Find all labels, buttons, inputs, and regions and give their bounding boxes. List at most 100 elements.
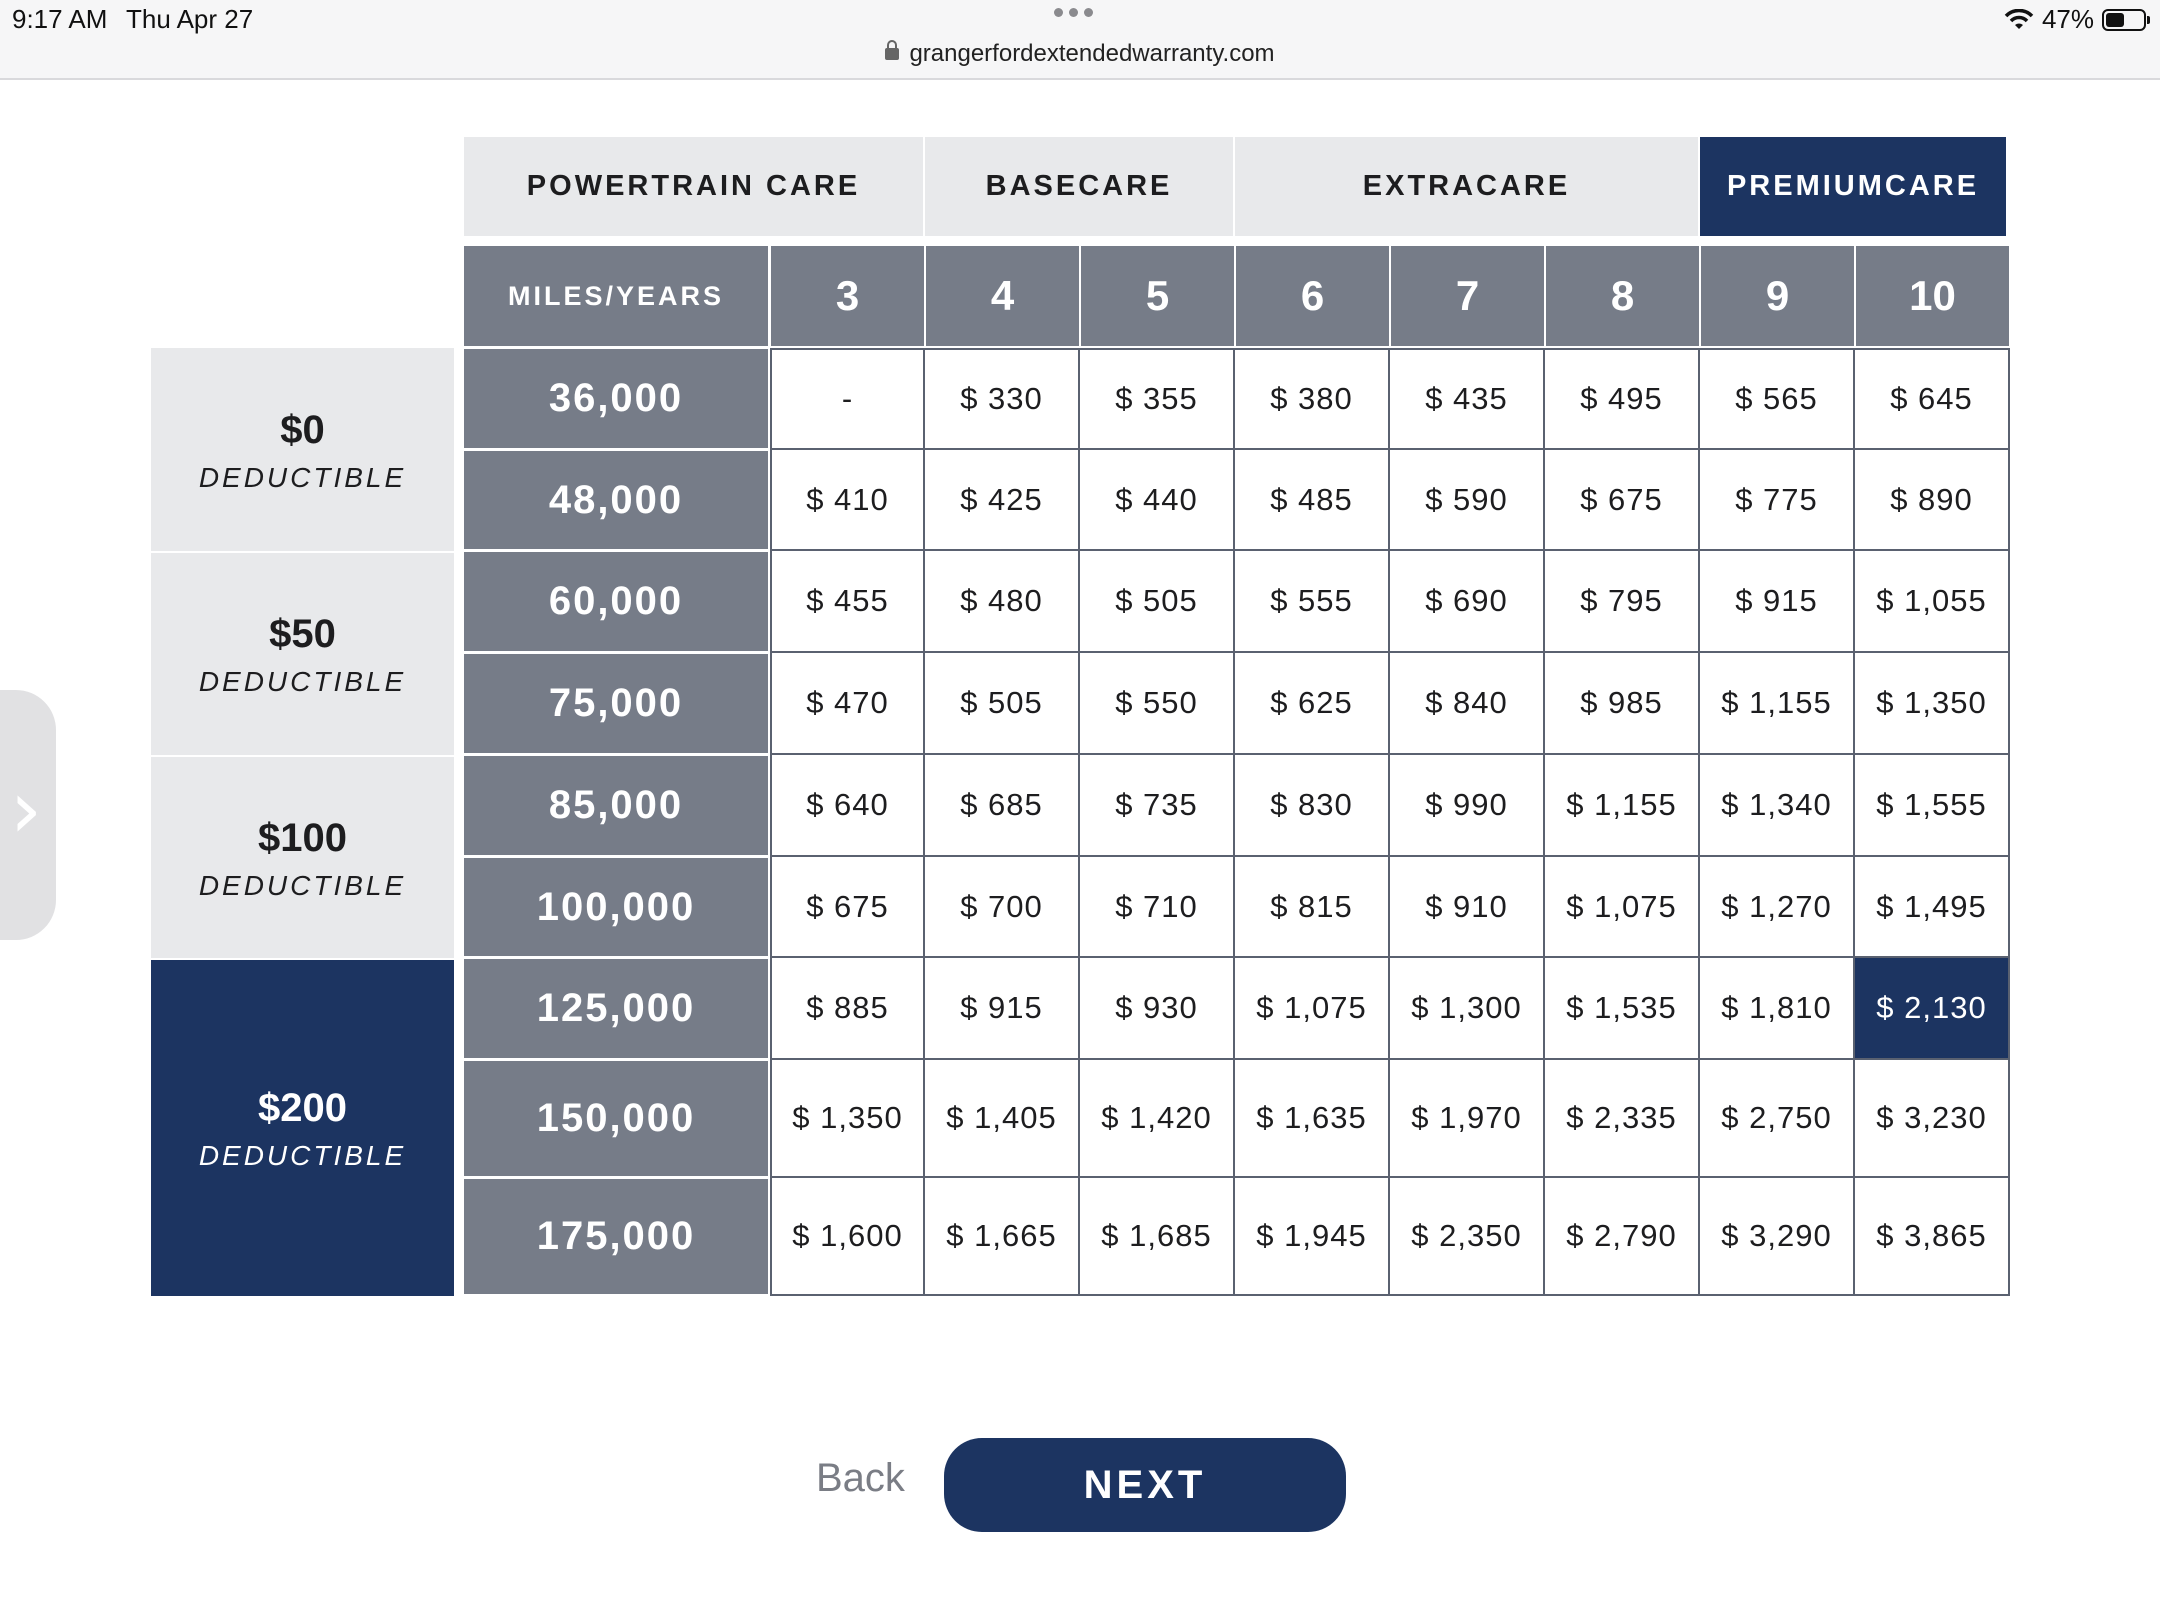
price-cell[interactable]: $ 555: [1235, 551, 1390, 653]
price-cell[interactable]: $ 990: [1390, 755, 1545, 857]
price-cell[interactable]: $ 625: [1235, 653, 1390, 755]
price-cell[interactable]: $ 915: [1700, 551, 1855, 653]
deductible-option[interactable]: $0 DEDUCTIBLE: [151, 348, 454, 551]
price-cell[interactable]: $ 775: [1700, 450, 1855, 551]
deductible-amount: $0: [280, 407, 325, 452]
price-cell[interactable]: $ 640: [770, 755, 925, 857]
price-cell[interactable]: $ 1,970: [1390, 1060, 1545, 1178]
price-cell[interactable]: $ 2,750: [1700, 1060, 1855, 1178]
price-cell[interactable]: -: [770, 348, 925, 450]
price-cell[interactable]: $ 3,290: [1700, 1178, 1855, 1296]
price-cell[interactable]: $ 1,420: [1080, 1060, 1235, 1178]
deductible-option[interactable]: $50 DEDUCTIBLE: [151, 553, 454, 755]
year-header: 8: [1546, 246, 1699, 346]
price-cell[interactable]: $ 1,535: [1545, 958, 1700, 1060]
price-cell[interactable]: $ 480: [925, 551, 1080, 653]
price-cell[interactable]: $ 1,405: [925, 1060, 1080, 1178]
deductible-option[interactable]: $200 DEDUCTIBLE: [151, 960, 454, 1296]
price-cell[interactable]: $ 645: [1855, 348, 2010, 450]
price-cell[interactable]: $ 3,230: [1855, 1060, 2010, 1178]
price-cell[interactable]: $ 505: [925, 653, 1080, 755]
price-cell[interactable]: $ 1,270: [1700, 857, 1855, 958]
price-cell[interactable]: $ 435: [1390, 348, 1545, 450]
price-cell[interactable]: $ 440: [1080, 450, 1235, 551]
price-cell[interactable]: $ 2,790: [1545, 1178, 1700, 1296]
price-cell[interactable]: $ 2,350: [1390, 1178, 1545, 1296]
price-cell[interactable]: $ 710: [1080, 857, 1235, 958]
next-button[interactable]: NEXT: [944, 1438, 1346, 1532]
chevron-right-icon: ›: [10, 763, 42, 856]
price-cell[interactable]: $ 690: [1390, 551, 1545, 653]
battery-icon: [2102, 8, 2150, 31]
year-header: 3: [771, 246, 924, 346]
price-cell[interactable]: $ 1,350: [770, 1060, 925, 1178]
mileage-header: 36,000: [464, 349, 768, 448]
price-cell[interactable]: $ 910: [1390, 857, 1545, 958]
price-cell[interactable]: $ 1,555: [1855, 755, 2010, 857]
price-cell[interactable]: $ 565: [1700, 348, 1855, 450]
price-cell[interactable]: $ 380: [1235, 348, 1390, 450]
price-cell[interactable]: $ 815: [1235, 857, 1390, 958]
price-cell[interactable]: $ 1,600: [770, 1178, 925, 1296]
price-cell[interactable]: $ 355: [1080, 348, 1235, 450]
price-cell[interactable]: $ 2,130: [1855, 958, 2010, 1060]
price-cell[interactable]: $ 1,155: [1700, 653, 1855, 755]
price-cell[interactable]: $ 3,865: [1855, 1178, 2010, 1296]
price-cell[interactable]: $ 1,300: [1390, 958, 1545, 1060]
deductible-label: DEDUCTIBLE: [198, 666, 407, 697]
price-cell[interactable]: $ 2,335: [1545, 1060, 1700, 1178]
year-header: 9: [1701, 246, 1854, 346]
price-cell[interactable]: $ 985: [1545, 653, 1700, 755]
price-cell[interactable]: $ 1,665: [925, 1178, 1080, 1296]
mileage-header: 175,000: [464, 1179, 768, 1294]
price-cell[interactable]: $ 1,635: [1235, 1060, 1390, 1178]
plan-tab-premiumcare[interactable]: PREMIUMCARE: [1700, 137, 2006, 236]
price-cell[interactable]: $ 505: [1080, 551, 1235, 653]
price-cell[interactable]: $ 1,075: [1545, 857, 1700, 958]
price-cell[interactable]: $ 425: [925, 450, 1080, 551]
year-header: 7: [1391, 246, 1544, 346]
price-cell[interactable]: $ 550: [1080, 653, 1235, 755]
price-cell[interactable]: $ 455: [770, 551, 925, 653]
price-cell[interactable]: $ 1,340: [1700, 755, 1855, 857]
price-cell[interactable]: $ 890: [1855, 450, 2010, 551]
price-cell[interactable]: $ 330: [925, 348, 1080, 450]
back-button[interactable]: Back: [816, 1456, 905, 1500]
price-cell[interactable]: $ 1,075: [1235, 958, 1390, 1060]
price-cell[interactable]: $ 795: [1545, 551, 1700, 653]
price-cell[interactable]: $ 1,945: [1235, 1178, 1390, 1296]
price-cell[interactable]: $ 1,685: [1080, 1178, 1235, 1296]
mileage-header: 125,000: [464, 959, 768, 1058]
price-cell[interactable]: $ 915: [925, 958, 1080, 1060]
price-cell[interactable]: $ 1,055: [1855, 551, 2010, 653]
price-cell[interactable]: $ 830: [1235, 755, 1390, 857]
deductible-option[interactable]: $100 DEDUCTIBLE: [151, 757, 454, 958]
price-cell[interactable]: $ 735: [1080, 755, 1235, 857]
more-dots-icon[interactable]: [1054, 8, 1104, 28]
price-cell[interactable]: $ 885: [770, 958, 925, 1060]
mileage-header: 150,000: [464, 1061, 768, 1176]
price-cell[interactable]: $ 1,155: [1545, 755, 1700, 857]
plan-tab-powertrain-care[interactable]: POWERTRAIN CARE: [464, 137, 923, 236]
price-cell[interactable]: $ 590: [1390, 450, 1545, 551]
plan-tab-basecare[interactable]: BASECARE: [925, 137, 1233, 236]
price-cell[interactable]: $ 840: [1390, 653, 1545, 755]
price-cell[interactable]: $ 485: [1235, 450, 1390, 551]
price-cell[interactable]: $ 685: [925, 755, 1080, 857]
mileage-header: 60,000: [464, 552, 768, 651]
url-text: grangerfordextendedwarranty.com: [909, 40, 1275, 67]
price-cell[interactable]: $ 410: [770, 450, 925, 551]
price-cell[interactable]: $ 1,495: [1855, 857, 2010, 958]
plan-tab-extracare[interactable]: EXTRACARE: [1235, 137, 1698, 236]
price-cell[interactable]: $ 930: [1080, 958, 1235, 1060]
price-cell[interactable]: $ 700: [925, 857, 1080, 958]
price-cell[interactable]: $ 1,350: [1855, 653, 2010, 755]
price-cell[interactable]: $ 1,810: [1700, 958, 1855, 1060]
year-header: 6: [1236, 246, 1389, 346]
price-cell[interactable]: $ 675: [770, 857, 925, 958]
price-cell[interactable]: $ 675: [1545, 450, 1700, 551]
price-cell[interactable]: $ 495: [1545, 348, 1700, 450]
address-bar[interactable]: grangerfordextendedwarranty.com: [0, 40, 2160, 68]
price-cell[interactable]: $ 470: [770, 653, 925, 755]
side-panel-tab[interactable]: ›: [0, 690, 56, 940]
